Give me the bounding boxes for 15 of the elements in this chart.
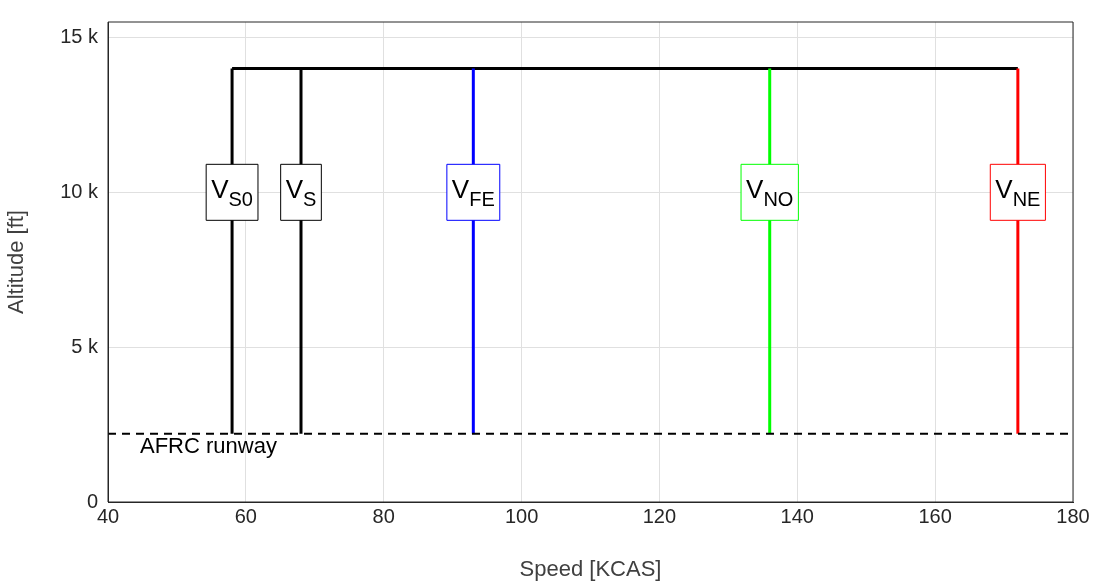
y-tick-label: 5 k bbox=[71, 334, 99, 357]
x-axis-title: Speed [KCAS] bbox=[519, 555, 662, 581]
x-tick-label: 100 bbox=[504, 504, 539, 527]
ref-line-label: AFRC runway bbox=[140, 432, 277, 458]
y-tick-label: 15 k bbox=[60, 25, 99, 47]
x-tick-label: 120 bbox=[642, 504, 677, 527]
y-axis-title: Altitude [ft] bbox=[3, 210, 29, 314]
x-tick-label: 40 bbox=[96, 504, 120, 527]
x-tick-label: 180 bbox=[1056, 504, 1090, 527]
x-tick-label: 140 bbox=[780, 504, 814, 527]
x-tick-label: 160 bbox=[918, 504, 952, 527]
x-tick-label: 80 bbox=[372, 504, 395, 527]
y-tick-label: 0 bbox=[86, 489, 98, 512]
y-tick-label: 10 k bbox=[60, 179, 99, 202]
x-tick-label: 60 bbox=[234, 504, 257, 527]
